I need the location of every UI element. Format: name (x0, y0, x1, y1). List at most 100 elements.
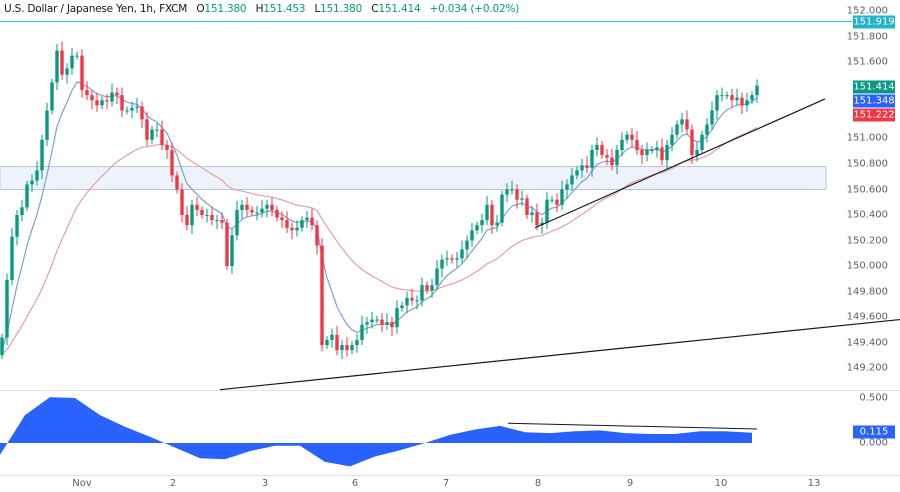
price-tick: 149.800 (846, 286, 888, 298)
candle-body (70, 55, 74, 69)
candle-body (295, 227, 299, 231)
candle-body (160, 129, 164, 145)
candle-body (285, 220, 289, 228)
candle-body (0, 337, 4, 356)
candle-body (125, 110, 129, 112)
candle-body (605, 155, 609, 158)
candle-body (600, 144, 604, 156)
candle-body (425, 285, 429, 291)
low-value: 151.380 (320, 3, 363, 15)
candle-body (230, 235, 234, 266)
candle-body (15, 215, 19, 237)
slow-ma-tag: 151.222 (853, 108, 895, 122)
candle-body (275, 209, 279, 218)
candle-body (130, 107, 134, 111)
oscillator-value-tag: 0.115 (853, 425, 895, 439)
price-tick: 151.000 (846, 132, 888, 144)
candle-body (330, 334, 334, 340)
candle-body (215, 220, 219, 222)
candle-body (205, 215, 209, 216)
candle-body (390, 322, 394, 328)
time-label: 10 (714, 478, 728, 489)
close-label: C (371, 3, 379, 15)
candle-body (705, 124, 709, 135)
price-tick: 150.200 (846, 235, 888, 247)
candle-body (675, 124, 679, 135)
candle-body (180, 189, 184, 215)
candle-body (10, 236, 14, 281)
candle-body (700, 134, 704, 150)
candle-body (400, 305, 404, 309)
price-tick: 151.600 (846, 56, 888, 68)
candle-body (430, 285, 434, 291)
candle-body (60, 50, 64, 75)
candle-body (435, 268, 439, 286)
candle-body (730, 95, 734, 101)
candle-body (350, 345, 354, 351)
candle-body (190, 204, 194, 226)
candle-body (440, 259, 444, 269)
candle-body (580, 165, 584, 171)
candle-body (555, 199, 559, 205)
time-label: 7 (442, 478, 450, 489)
candle-body (480, 220, 484, 226)
candle-body (340, 345, 344, 351)
candle-body (750, 95, 754, 101)
candle-body (50, 82, 54, 111)
chart-legend: U.S. Dollar / Japanese Yen, 1h, FXCM O15… (4, 3, 519, 15)
oscillator-tick: 0.000 (859, 437, 888, 449)
candle-body (345, 345, 349, 351)
time-label: 6 (351, 478, 359, 489)
candle-body (495, 222, 499, 226)
close-value: 151.414 (378, 3, 421, 15)
price-tick: 150.400 (846, 209, 888, 221)
candle-body (145, 119, 149, 140)
fast-ma-tag: 151.348 (853, 94, 895, 108)
candle-body (530, 212, 534, 215)
candle-body (240, 204, 244, 210)
time-label: 3 (261, 478, 269, 489)
high-label: H (255, 3, 264, 15)
candle-body (465, 240, 469, 250)
candle-body (90, 95, 94, 101)
candle-body (490, 204, 494, 226)
high-value: 151.453 (263, 3, 306, 15)
candle-body (150, 129, 154, 140)
candle-body (280, 217, 284, 221)
candle-body (370, 319, 374, 323)
candle-body (460, 249, 464, 259)
candle-body (585, 165, 589, 168)
candle-body (110, 92, 114, 102)
candle-body (650, 149, 654, 151)
price-tick: 150.000 (846, 260, 888, 272)
candle-body (325, 339, 329, 346)
candle-body (255, 212, 259, 214)
candle-body (535, 212, 539, 226)
price-tick: 152.000 (846, 5, 888, 17)
candle-body (740, 97, 744, 106)
candle-body (570, 175, 574, 185)
slow-moving-average (1, 126, 758, 355)
price-tick: 149.200 (846, 362, 888, 374)
candle-body (690, 129, 694, 156)
candle-body (640, 149, 644, 156)
trendline (534, 98, 826, 229)
candle-body (200, 209, 204, 215)
candle-body (195, 204, 199, 210)
candle-body (450, 258, 454, 260)
symbol-title[interactable]: U.S. Dollar / Japanese Yen, 1h, FXCM (4, 3, 188, 15)
candle-body (260, 208, 264, 213)
candle-body (270, 204, 274, 210)
candle-body (100, 100, 104, 106)
time-label: 2 (169, 478, 177, 489)
candle-body (155, 129, 159, 131)
candle-body (510, 189, 514, 191)
change-value: +0.034 (+0.02%) (429, 3, 520, 15)
candle-body (560, 189, 564, 205)
candle-body (65, 68, 69, 75)
candle-body (335, 334, 339, 351)
trendline (219, 318, 900, 391)
candle-body (420, 285, 424, 301)
candle-body (655, 147, 659, 150)
